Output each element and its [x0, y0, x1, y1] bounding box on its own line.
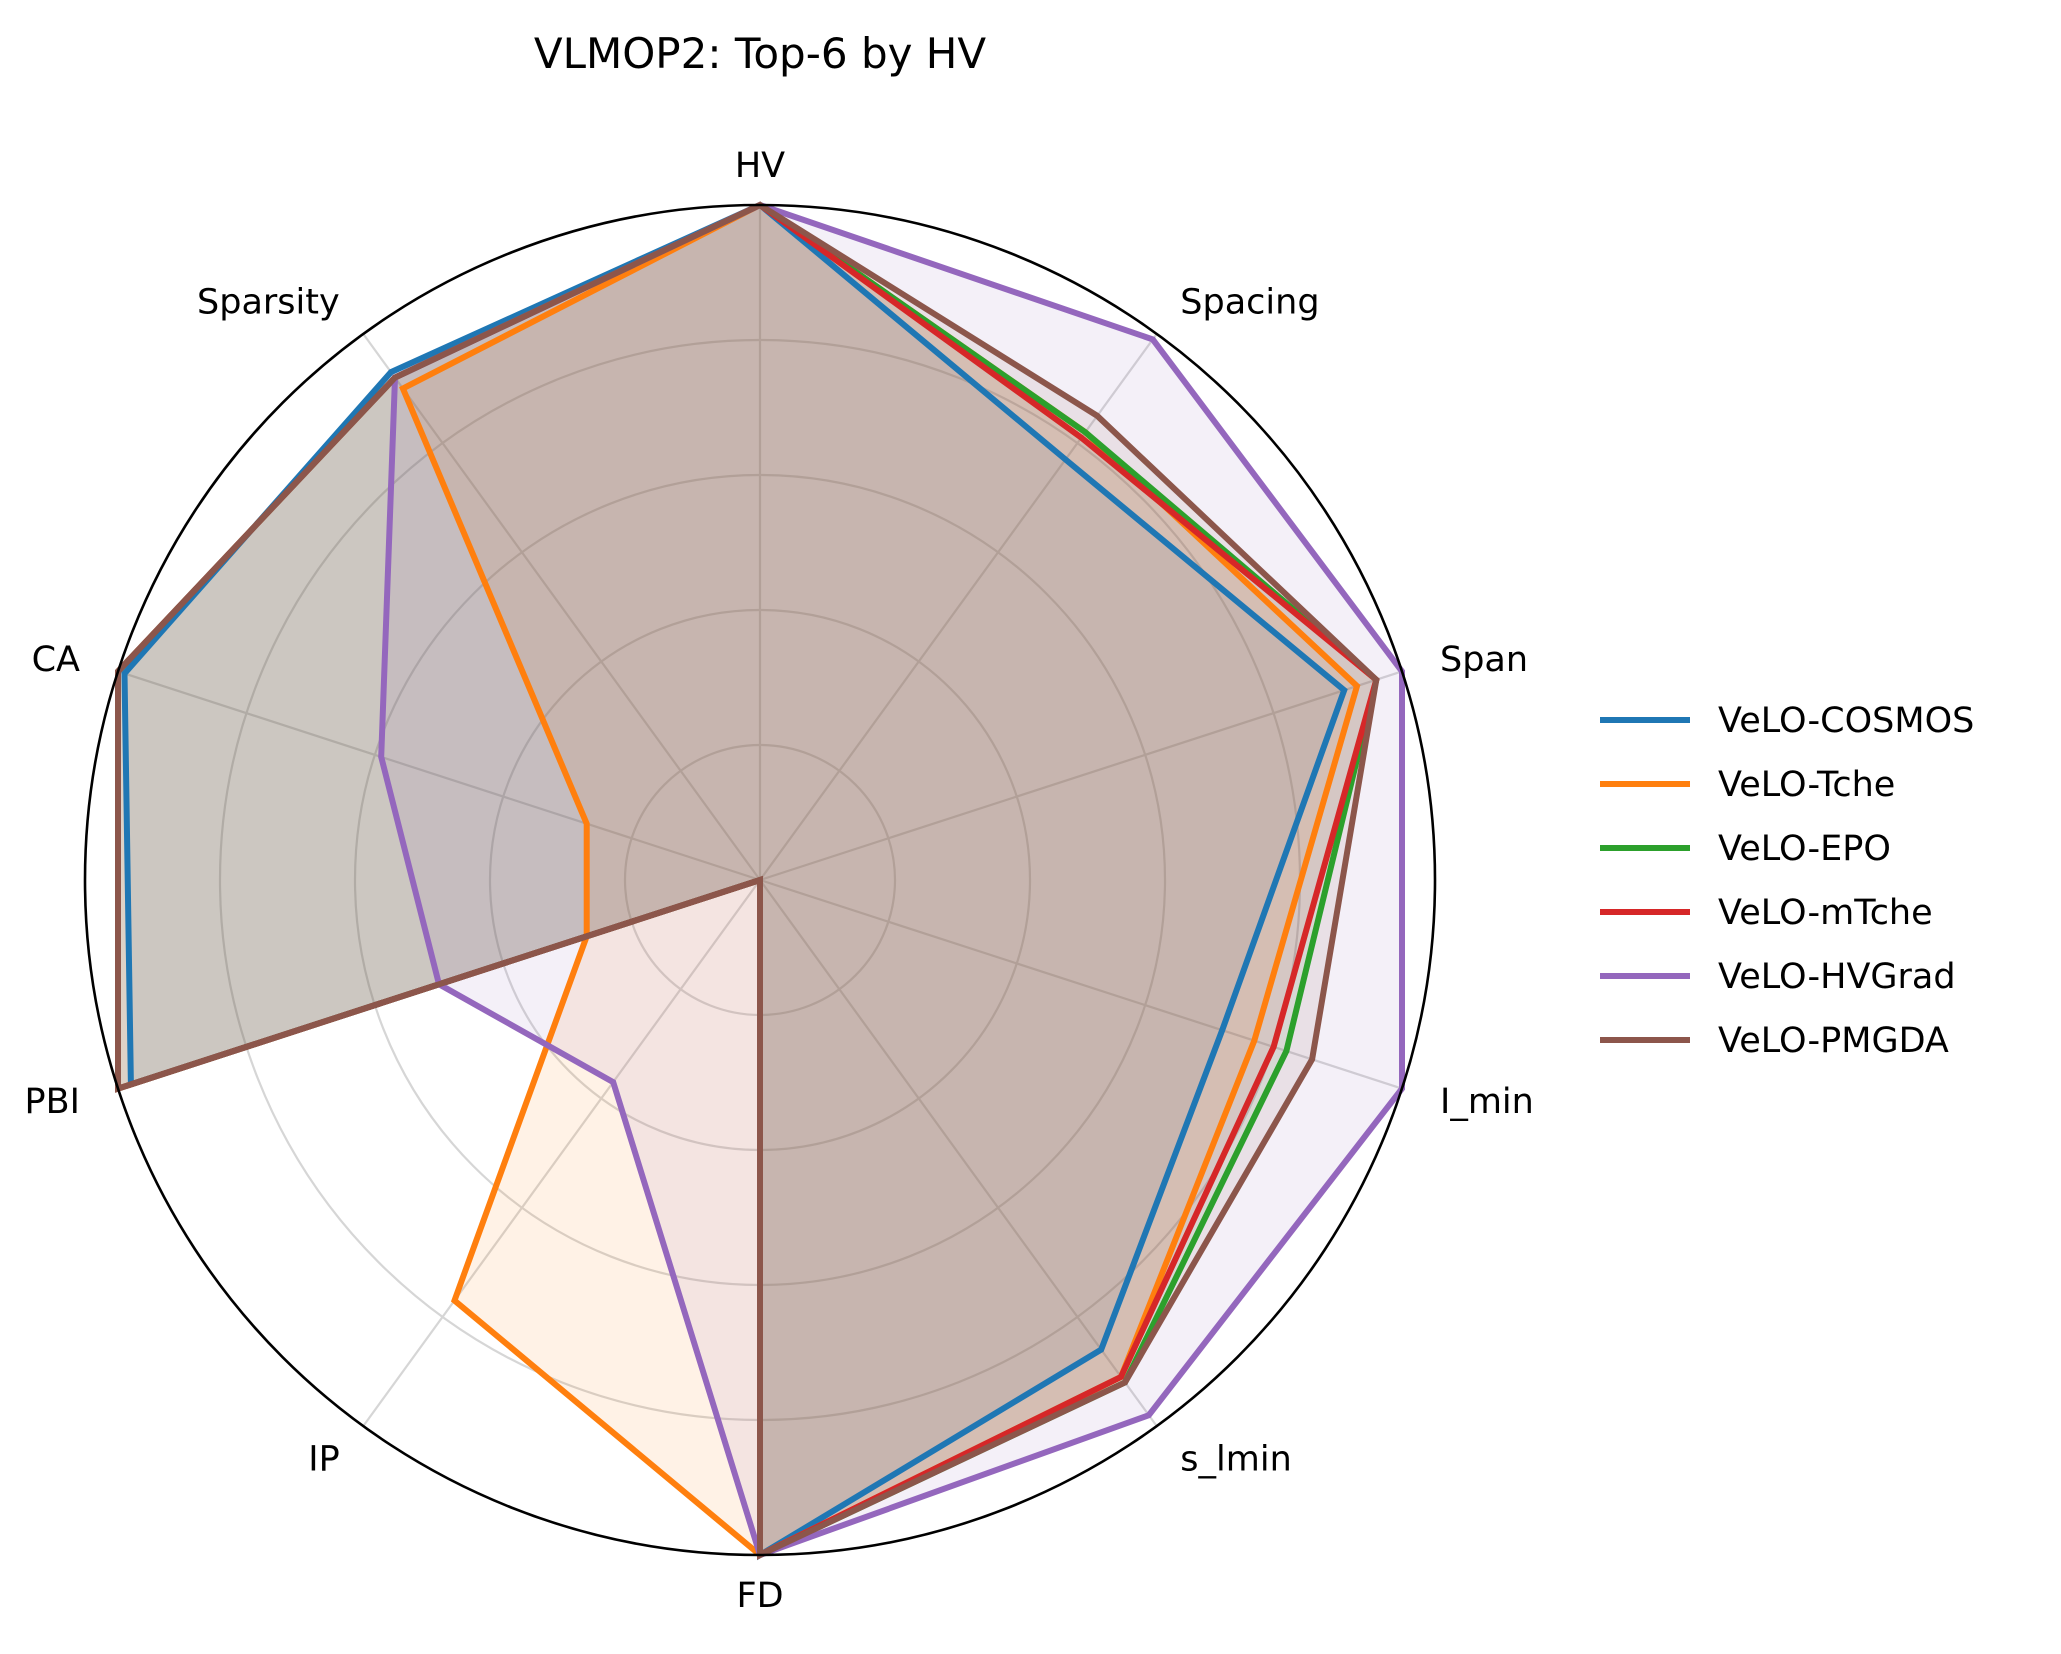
series-fill-1	[124, 205, 1345, 1555]
axis-label-9: CA	[32, 640, 80, 680]
axis-label-8: PBI	[25, 1082, 80, 1122]
legend-label-4: VeLO-mTche	[1718, 893, 1933, 933]
legend-label-6: VeLO-PMGDA	[1718, 1021, 1949, 1061]
legend-label-3: VeLO-EPO	[1718, 829, 1891, 869]
series-fills	[118, 205, 1402, 1555]
legend-label-2: VeLO-Tche	[1718, 765, 1895, 805]
legend-label-1: VeLO-COSMOS	[1718, 701, 1974, 741]
axis-label-3: Span	[1440, 640, 1528, 680]
outer-ring	[83, 203, 1437, 1557]
grid-spoke-5	[759, 879, 1158, 1427]
axis-labels: HV Spacing Span I_min s_lmin FD IP PBI CA Sparsit…	[25, 146, 1534, 1616]
axis-label-7: IP	[308, 1439, 339, 1479]
series-fill-2	[402, 205, 1357, 1555]
series-fill-4	[118, 205, 1377, 1555]
grid-spoke-3	[759, 670, 1403, 882]
series-fill-5	[381, 205, 1402, 1555]
chart-title: VLMOP2: Top-6 by HV	[534, 29, 987, 78]
grid-spoke-2	[759, 333, 1158, 881]
grid-spoke-4	[759, 878, 1403, 1090]
series-fill-6	[118, 205, 1377, 1555]
axis-label-10: Sparsity	[197, 283, 340, 323]
axis-label-4: I_min	[1440, 1082, 1534, 1122]
legend-label-5: VeLO-HVGrad	[1718, 957, 1956, 997]
legend: VeLO-COSMOS VeLO-Tche VeLO-EPO VeLO-mTche Ve…	[1600, 701, 1974, 1061]
axis-label-6: FD	[736, 1576, 783, 1616]
axis-label-1: HV	[735, 146, 785, 186]
axis-label-5: s_lmin	[1180, 1439, 1291, 1479]
grid-spoke-7	[362, 879, 761, 1427]
grid-spoke-9	[117, 670, 761, 882]
axis-label-2: Spacing	[1180, 283, 1319, 323]
series-fill-3	[118, 205, 1377, 1555]
grid-spoke-10	[362, 333, 761, 881]
